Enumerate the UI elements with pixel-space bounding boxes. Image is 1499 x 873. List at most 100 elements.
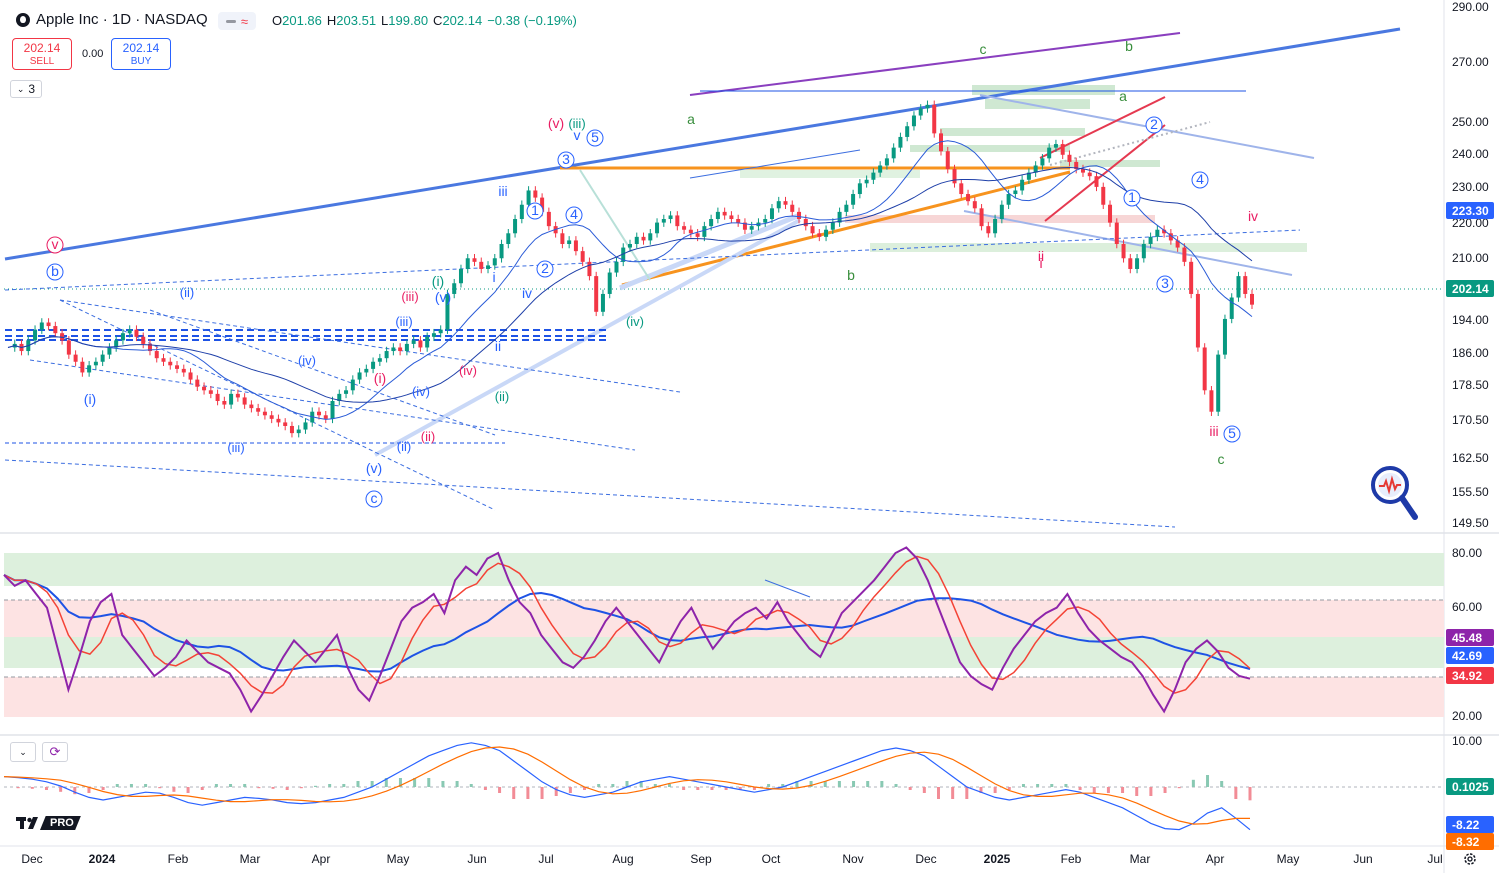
wave-label-text: (iii): [401, 289, 418, 304]
macd-histogram-bar: [866, 781, 870, 787]
rsi-trendline[interactable]: [764, 579, 811, 598]
wave-label[interactable]: (v): [366, 460, 382, 476]
macd-histogram-bar: [611, 784, 615, 787]
wave-label[interactable]: 4: [1191, 171, 1209, 189]
wave-label[interactable]: 5: [1223, 425, 1241, 443]
wave-label[interactable]: (v): [435, 289, 451, 305]
time-tick-label: Nov: [842, 852, 863, 866]
wave-label[interactable]: 2: [536, 260, 554, 278]
wave-label[interactable]: (ii): [397, 439, 411, 454]
ohlc-value: 203.51: [336, 13, 377, 28]
macd-histogram-bar: [597, 784, 601, 787]
buy-button[interactable]: 202.14 BUY: [111, 38, 171, 70]
candle-body: [918, 108, 923, 116]
candle-body: [1182, 247, 1187, 262]
candle-body: [966, 194, 971, 202]
dashed-channel[interactable]: [149, 309, 496, 436]
wave-label[interactable]: c: [365, 490, 383, 508]
wave-label[interactable]: a: [1119, 88, 1127, 104]
purple-channel-line[interactable]: [689, 32, 1181, 96]
wave-label[interactable]: (iii): [227, 440, 244, 455]
refresh-icon: ⟳: [49, 744, 61, 759]
macd-histogram-bar: [653, 784, 657, 787]
wave-label[interactable]: c: [980, 41, 987, 57]
price-tick-label: 230.00: [1452, 180, 1489, 194]
macd-histogram-bar: [200, 787, 204, 790]
macd-histogram-bar: [441, 781, 445, 787]
wave-label[interactable]: (ii): [180, 285, 194, 300]
wave-label[interactable]: iii: [1209, 423, 1218, 439]
wave-label[interactable]: 3: [557, 151, 575, 169]
wave-label[interactable]: (iv): [626, 314, 644, 329]
candle-body: [1074, 161, 1079, 170]
descending-channel-lower[interactable]: [963, 210, 1293, 276]
candle-body: [262, 411, 267, 416]
wave-label-text: a: [1119, 88, 1127, 104]
refresh-button[interactable]: ⟳: [42, 742, 68, 762]
tradingview-logo[interactable]: PRO: [16, 815, 81, 831]
candle-body: [357, 372, 362, 380]
settings-gear-icon[interactable]: [1462, 851, 1478, 867]
wave-label-text: iv: [1248, 208, 1258, 224]
light-trend-band[interactable]: [374, 218, 801, 457]
wave-label[interactable]: i: [1039, 255, 1042, 271]
wave-label-text: (iv): [626, 314, 644, 329]
wave-label[interactable]: b: [847, 267, 855, 283]
wave-label-text: 2: [1150, 116, 1158, 132]
sell-button[interactable]: 202.14 SELL: [12, 38, 72, 70]
wave-label[interactable]: (v): [548, 115, 564, 131]
wave-label[interactable]: iii: [498, 183, 507, 199]
wave-label[interactable]: 5: [586, 129, 604, 147]
wave-label[interactable]: ii: [1038, 248, 1044, 264]
price-badge-bg: [1446, 280, 1494, 297]
wave-label[interactable]: v: [574, 127, 581, 143]
collapse-pane-button[interactable]: ⌄: [10, 742, 36, 762]
rsi-line: [3, 546, 1251, 714]
wave-label[interactable]: (iii): [401, 289, 418, 304]
wave-label[interactable]: 1: [526, 202, 544, 220]
wave-label[interactable]: (ii): [421, 429, 435, 444]
wave-label[interactable]: i: [492, 269, 495, 285]
time-tick-label: Oct: [762, 852, 781, 866]
wave-label[interactable]: (i): [432, 273, 444, 289]
candle-body: [465, 258, 470, 269]
wave-label[interactable]: (i): [374, 370, 386, 386]
dashed-channel[interactable]: [4, 229, 1301, 291]
price-badge: 202.14: [1452, 282, 1489, 296]
wave-label[interactable]: 4: [565, 206, 583, 224]
indicator-toggle-badge[interactable]: ≈: [218, 12, 256, 30]
light-trend-band[interactable]: [619, 212, 801, 291]
wave-label[interactable]: (iii): [395, 314, 412, 329]
wave-label[interactable]: iv: [1248, 208, 1258, 224]
wave-label[interactable]: (iv): [459, 363, 477, 378]
zoom-magnifier-icon[interactable]: [1368, 465, 1418, 521]
wave-label[interactable]: ii: [495, 338, 501, 354]
red-channel-lower[interactable]: [1044, 124, 1166, 222]
wave-label-circle: [46, 263, 64, 281]
dashed-channel[interactable]: [4, 459, 1176, 528]
ohlc-readout: O201.86 H203.51 L199.80 C202.14 −0.38 (−0.19…: [272, 13, 582, 28]
indicators-collapse-button[interactable]: ⌄ 3: [10, 80, 42, 98]
major-trendline[interactable]: [4, 27, 1401, 261]
dashed-channel[interactable]: [29, 359, 636, 451]
wave-label[interactable]: 3: [1156, 275, 1174, 293]
wave-label[interactable]: (i): [84, 391, 96, 407]
wave-label[interactable]: (iv): [298, 353, 316, 368]
symbol-title[interactable]: Apple Inc · 1D · NASDAQ: [16, 11, 208, 28]
wave-label[interactable]: iv: [522, 285, 532, 301]
wave-label[interactable]: (iii): [568, 116, 585, 131]
wave-label[interactable]: b: [1125, 38, 1133, 54]
wave-label[interactable]: 2: [1145, 116, 1163, 134]
wave-label[interactable]: v: [46, 236, 64, 254]
macd-histogram-bar: [483, 787, 487, 790]
wave-label[interactable]: (ii): [495, 389, 509, 404]
wave-label[interactable]: 1: [1123, 189, 1141, 207]
wave-label[interactable]: a: [687, 111, 695, 127]
thin-trendline[interactable]: [689, 149, 861, 179]
dashed-channel[interactable]: [59, 299, 681, 393]
wave-label[interactable]: (iv): [412, 384, 430, 399]
wave-label[interactable]: c: [1218, 451, 1225, 467]
wave-label[interactable]: b: [46, 263, 64, 281]
orange-rising-line[interactable]: [621, 170, 1071, 287]
